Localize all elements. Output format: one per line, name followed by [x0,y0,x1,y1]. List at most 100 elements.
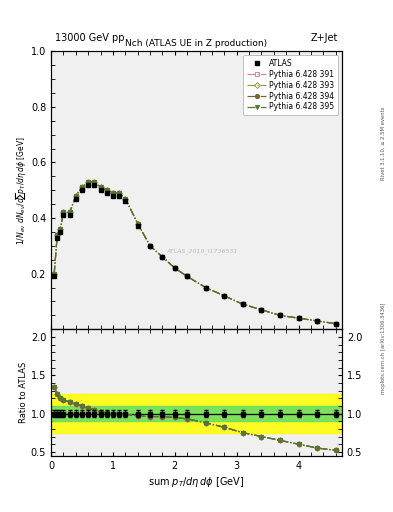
Pythia 6.428 395 [241,301,245,307]
ATLAS [98,187,103,194]
Pythia 6.428 391 [123,196,128,202]
Pythia 6.428 391 [55,231,60,238]
Pythia 6.428 393 [173,265,177,271]
ATLAS [148,243,152,249]
Pythia 6.428 395 [61,209,66,216]
Pythia 6.428 391 [173,265,177,271]
Pythia 6.428 393 [333,321,338,327]
Pythia 6.428 391 [86,179,90,185]
Pythia 6.428 391 [92,179,97,185]
Pythia 6.428 393 [92,179,97,185]
ATLAS [55,234,60,241]
Pythia 6.428 395 [315,318,320,324]
Pythia 6.428 391 [315,318,320,324]
Pythia 6.428 394 [148,243,152,249]
Line: ATLAS: ATLAS [52,182,338,326]
Line: Pythia 6.428 391: Pythia 6.428 391 [52,180,338,326]
Pythia 6.428 394 [58,226,63,232]
Pythia 6.428 395 [55,231,60,238]
Pythia 6.428 391 [67,209,72,216]
Pythia 6.428 394 [123,196,128,202]
Pythia 6.428 394 [278,312,283,318]
Text: mcplots.cern.ch [arXiv:1306.3436]: mcplots.cern.ch [arXiv:1306.3436] [381,303,386,394]
Pythia 6.428 391 [204,285,208,291]
ATLAS [105,190,109,196]
Pythia 6.428 394 [315,318,320,324]
ATLAS [61,212,66,218]
Text: Nch (ATLAS UE in Z production): Nch (ATLAS UE in Z production) [125,39,268,49]
ATLAS [135,223,140,229]
Pythia 6.428 394 [61,209,66,216]
X-axis label: sum $p_T/d\eta\, d\phi$ [GeV]: sum $p_T/d\eta\, d\phi$ [GeV] [148,475,245,489]
Pythia 6.428 394 [135,221,140,227]
Pythia 6.428 391 [98,184,103,190]
Pythia 6.428 393 [222,293,227,299]
Pythia 6.428 391 [110,190,115,196]
Pythia 6.428 395 [58,226,63,232]
ATLAS [86,182,90,188]
Pythia 6.428 394 [67,209,72,216]
ATLAS [58,229,63,235]
Pythia 6.428 394 [333,321,338,327]
Pythia 6.428 395 [52,270,57,276]
ATLAS [185,273,189,280]
Pythia 6.428 393 [105,187,109,194]
Pythia 6.428 393 [315,318,320,324]
ATLAS [160,254,165,260]
Pythia 6.428 395 [80,184,84,190]
Pythia 6.428 391 [52,270,57,276]
Pythia 6.428 391 [117,190,121,196]
ATLAS [222,293,227,299]
Pythia 6.428 394 [98,184,103,190]
Pythia 6.428 393 [58,226,63,232]
Line: Pythia 6.428 394: Pythia 6.428 394 [52,180,338,326]
Pythia 6.428 391 [278,312,283,318]
Pythia 6.428 393 [241,301,245,307]
ATLAS [173,265,177,271]
Legend: ATLAS, Pythia 6.428 391, Pythia 6.428 393, Pythia 6.428 394, Pythia 6.428 395: ATLAS, Pythia 6.428 391, Pythia 6.428 39… [243,55,338,115]
Pythia 6.428 393 [278,312,283,318]
ATLAS [52,273,57,280]
ATLAS [117,193,121,199]
Pythia 6.428 395 [296,315,301,321]
ATLAS [92,182,97,188]
Pythia 6.428 395 [160,254,165,260]
Pythia 6.428 394 [296,315,301,321]
Pythia 6.428 395 [333,321,338,327]
Text: Z+Jet: Z+Jet [310,33,338,44]
Pythia 6.428 395 [98,184,103,190]
Pythia 6.428 394 [160,254,165,260]
Pythia 6.428 394 [117,190,121,196]
Line: Pythia 6.428 395: Pythia 6.428 395 [52,180,338,326]
ATLAS [73,196,78,202]
Y-axis label: $1/N_{ev}$ $dN_{ev}/d\!\sum\! p_T/d\eta\,d\phi$ [GeV]: $1/N_{ev}$ $dN_{ev}/d\!\sum\! p_T/d\eta\… [14,136,28,245]
Pythia 6.428 394 [52,270,57,276]
Pythia 6.428 395 [259,307,264,313]
Pythia 6.428 395 [135,221,140,227]
Pythia 6.428 393 [204,285,208,291]
ATLAS [315,318,320,324]
Pythia 6.428 393 [160,254,165,260]
Pythia 6.428 391 [80,184,84,190]
ATLAS [80,187,84,194]
ATLAS [259,307,264,313]
Pythia 6.428 395 [204,285,208,291]
Pythia 6.428 393 [61,209,66,216]
Pythia 6.428 393 [148,243,152,249]
Pythia 6.428 391 [222,293,227,299]
Pythia 6.428 394 [204,285,208,291]
Pythia 6.428 394 [105,187,109,194]
Pythia 6.428 394 [110,190,115,196]
Pythia 6.428 393 [185,273,189,280]
Pythia 6.428 391 [135,221,140,227]
Pythia 6.428 393 [110,190,115,196]
Pythia 6.428 394 [241,301,245,307]
Text: 13000 GeV pp: 13000 GeV pp [55,33,125,44]
Pythia 6.428 394 [55,231,60,238]
Pythia 6.428 393 [259,307,264,313]
Pythia 6.428 393 [123,196,128,202]
ATLAS [110,193,115,199]
Pythia 6.428 394 [173,265,177,271]
Pythia 6.428 391 [58,226,63,232]
Text: ATLAS_2019_I1736531: ATLAS_2019_I1736531 [167,248,238,254]
